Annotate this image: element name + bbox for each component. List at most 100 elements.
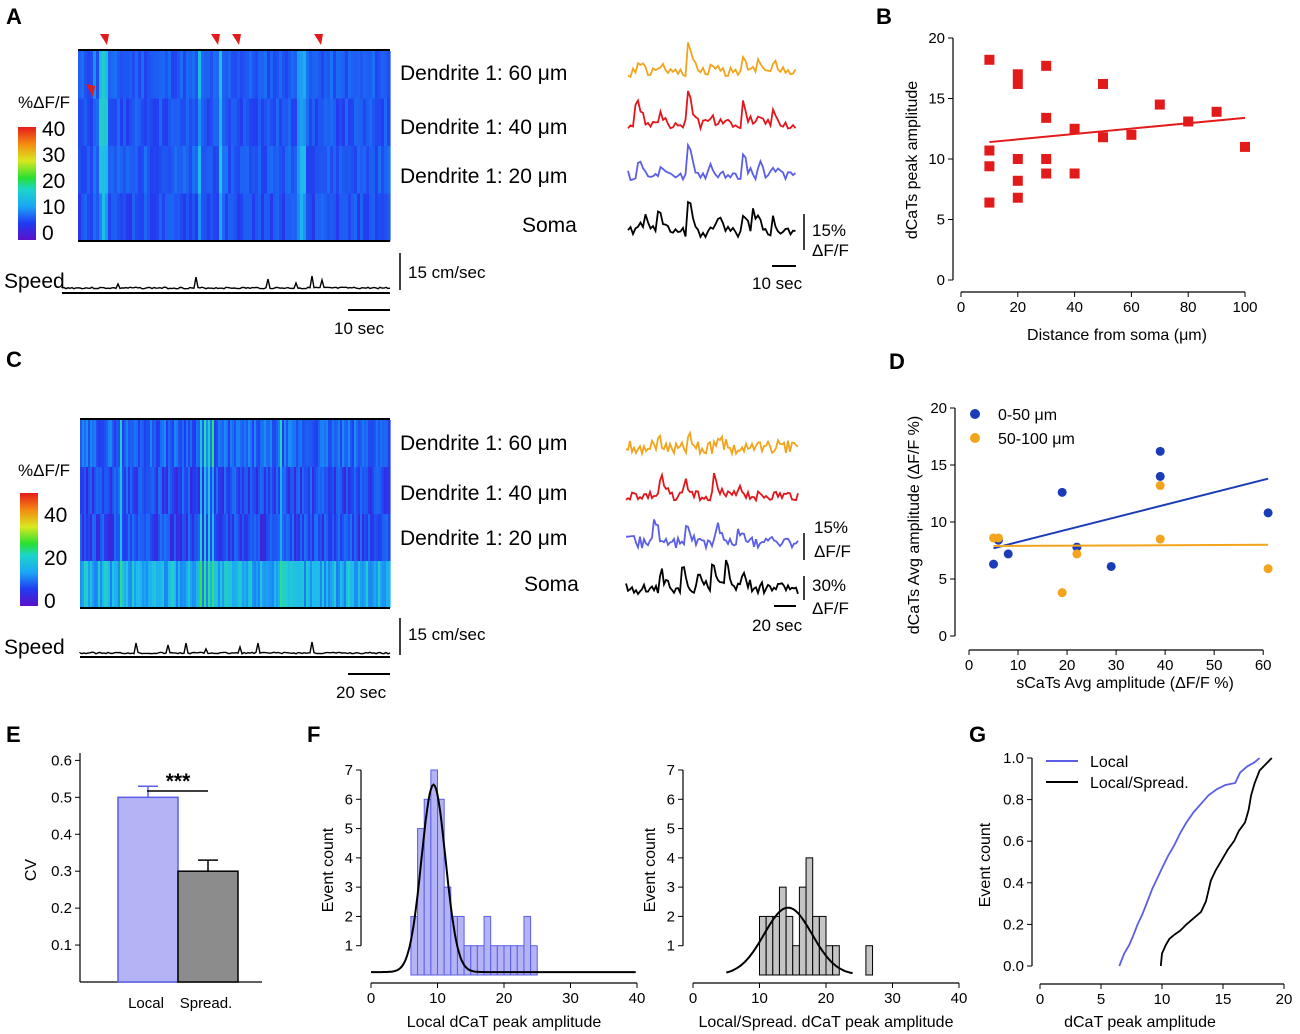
heatmap-cell [111, 51, 115, 99]
heatmap-cell [282, 51, 286, 99]
heatmap-cell [350, 514, 353, 561]
heatmap-cell [316, 561, 319, 608]
heatmap-cell [150, 193, 154, 241]
heatmap-cell [356, 420, 359, 467]
heatmap-cell [226, 467, 229, 514]
heatmap-cell [194, 514, 197, 561]
heatmap-cell [388, 514, 391, 561]
panel-a-cbar-tick: 20 [42, 170, 65, 193]
y-tick-label: 5 [937, 212, 945, 229]
heatmap-cell [98, 420, 101, 467]
heatmap-cell [264, 467, 267, 514]
heatmap-cell [306, 51, 310, 99]
heatmap-cell [279, 146, 283, 194]
heatmap-cell [236, 420, 239, 467]
heatmap-cell [326, 467, 329, 514]
heatmap-cell [122, 514, 125, 561]
heatmap-cell [264, 193, 268, 241]
panel-c-row-label: Dendrite 1: 60 μm [400, 432, 567, 455]
data-point [1098, 132, 1108, 143]
heatmap-cell [210, 146, 214, 194]
event-marker [232, 34, 241, 45]
heatmap-cell [134, 561, 137, 608]
heatmap-cell [330, 51, 334, 99]
heatmap-cell [117, 98, 121, 146]
heatmap-cell [240, 514, 243, 561]
data-point [1041, 168, 1052, 179]
heatmap-cell [80, 561, 83, 608]
y-tick-label: 0.1 [51, 937, 72, 954]
heatmap-cell [306, 146, 310, 194]
histogram-bar [818, 915, 827, 976]
heatmap-cell [228, 561, 231, 608]
heatmap-cell [357, 193, 361, 241]
heatmap-cell [346, 514, 349, 561]
heatmap-cell [222, 146, 226, 194]
heatmap-cell [243, 98, 247, 146]
heatmap-cell [168, 514, 171, 561]
heatmap-cell [186, 467, 189, 514]
heatmap-cell [184, 467, 187, 514]
heatmap-cell [345, 98, 349, 146]
heatmap-cell [116, 561, 119, 608]
heatmap-cell [267, 193, 271, 241]
y-tick-label: 4 [667, 850, 675, 867]
heatmap-cell [176, 561, 179, 608]
heatmap-cell [123, 51, 127, 99]
heatmap-cell [318, 193, 322, 241]
heatmap-cell [250, 514, 253, 561]
heatmap-cell [360, 420, 363, 467]
heatmap-cell [268, 514, 271, 561]
panel-c-speed-trace [79, 641, 391, 658]
x-tick-label: 20 [1059, 657, 1076, 674]
heatmap-cell [244, 514, 247, 561]
heatmap-cell [254, 420, 257, 467]
heatmap-cell [150, 514, 153, 561]
heatmap-cell [278, 561, 281, 608]
heatmap-cell [302, 467, 305, 514]
heatmap-cell [306, 561, 309, 608]
heatmap-cell [219, 51, 223, 99]
heatmap-cell [162, 193, 166, 241]
heatmap-cell [272, 561, 275, 608]
cdf-line [1118, 757, 1261, 967]
histogram-bar [456, 915, 465, 976]
fluorescence-trace [625, 519, 799, 552]
heatmap-cell [366, 561, 369, 608]
data-point [1069, 168, 1080, 179]
heatmap-cell [92, 420, 95, 467]
heatmap-cell [267, 146, 271, 194]
heatmap-cell [240, 146, 244, 194]
heatmap-cell [350, 467, 353, 514]
heatmap-cell [174, 98, 178, 146]
heatmap-cell [114, 51, 118, 99]
heatmap-cell [213, 51, 217, 99]
panel-c-cbar-tick: 0 [44, 590, 56, 613]
gaussian-fit [726, 906, 853, 975]
heatmap-cell [258, 51, 262, 99]
heatmap-cell [318, 146, 322, 194]
heatmap-cell [228, 467, 231, 514]
heatmap-cell [200, 467, 203, 514]
heatmap-cell [130, 420, 133, 467]
heatmap-cell [198, 51, 202, 99]
heatmap-cell [117, 193, 121, 241]
heatmap-cell [231, 193, 235, 241]
heatmap-cell [166, 561, 169, 608]
heatmap-cell [92, 561, 95, 608]
heatmap-cell [280, 420, 283, 467]
heatmap-cell [309, 146, 313, 194]
heatmap-cell [196, 420, 199, 467]
heatmap-cell [244, 467, 247, 514]
heatmap-cell [342, 51, 346, 99]
heatmap-cell [303, 193, 307, 241]
data-point [984, 54, 995, 65]
x-tick-label: 40 [1157, 657, 1174, 674]
heatmap-cell [333, 98, 337, 146]
heatmap-cell [368, 420, 371, 467]
heatmap-cell [342, 561, 345, 608]
heatmap-cell [285, 193, 289, 241]
heatmap-cell [192, 561, 195, 608]
panel-a-row-label: Soma [522, 214, 577, 237]
heatmap-cell [290, 420, 293, 467]
